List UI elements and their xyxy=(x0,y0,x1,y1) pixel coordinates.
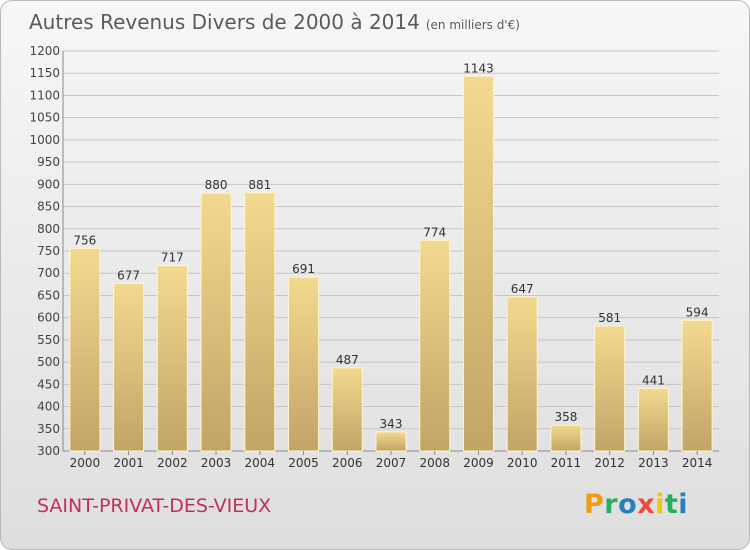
x-tick-label: 2009 xyxy=(463,456,494,470)
y-tick-label: 1200 xyxy=(29,44,60,58)
data-label: 487 xyxy=(336,353,359,367)
y-tick-label: 950 xyxy=(37,155,60,169)
y-tick-label: 800 xyxy=(37,222,60,236)
data-label: 881 xyxy=(248,178,271,192)
data-label: 774 xyxy=(423,225,446,239)
x-tick-label: 2013 xyxy=(638,456,669,470)
bar xyxy=(156,265,188,452)
logo-letter: o xyxy=(618,489,638,520)
x-tick-label: 2003 xyxy=(201,456,232,470)
bar xyxy=(331,367,363,452)
y-tick-label: 900 xyxy=(37,177,60,191)
chart-title: Autres Revenus Divers de 2000 à 2014 (en … xyxy=(29,10,520,34)
bar xyxy=(69,247,101,452)
data-label: 756 xyxy=(73,233,96,247)
chart-subtitle: (en milliers d'€) xyxy=(425,18,520,32)
x-tick-label: 2014 xyxy=(682,456,713,470)
x-tick-label: 2005 xyxy=(288,456,319,470)
x-tick-label: 2011 xyxy=(551,456,582,470)
y-tick-label: 650 xyxy=(37,288,60,302)
town-name: SAINT-PRIVAT-DES-VIEUX xyxy=(37,495,272,517)
logo-letter: x xyxy=(637,489,656,520)
y-tick-label: 550 xyxy=(37,333,60,347)
bar xyxy=(419,239,451,452)
proxiti-logo: Proxiti xyxy=(584,489,688,520)
y-tick-label: 400 xyxy=(37,400,60,414)
data-label: 343 xyxy=(380,417,403,431)
logo-letter: P xyxy=(584,489,605,520)
bar xyxy=(462,75,494,452)
bar xyxy=(375,431,407,452)
x-tick-label: 2002 xyxy=(157,456,188,470)
bar xyxy=(637,387,669,452)
x-tick-label: 2012 xyxy=(594,456,625,470)
data-label: 358 xyxy=(554,410,577,424)
data-label: 717 xyxy=(161,251,184,265)
data-label: 581 xyxy=(598,311,621,325)
chart-title-text: Autres Revenus Divers de 2000 à 2014 xyxy=(29,10,420,34)
bar xyxy=(594,325,626,452)
y-tick-label: 1050 xyxy=(29,111,60,125)
logo-letter: t xyxy=(664,489,679,520)
y-tick-label: 350 xyxy=(37,422,60,436)
y-tick-label: 300 xyxy=(37,444,60,458)
logo-letter: i xyxy=(678,489,689,520)
data-label: 691 xyxy=(292,262,315,276)
data-label: 441 xyxy=(642,373,665,387)
data-label: 647 xyxy=(511,282,534,296)
logo-letter: i xyxy=(655,489,665,520)
y-tick-label: 700 xyxy=(37,266,60,280)
x-tick-label: 2006 xyxy=(332,456,363,470)
data-label: 880 xyxy=(205,178,228,192)
data-label: 1143 xyxy=(463,61,494,75)
logo-letter: r xyxy=(604,489,619,520)
x-tick-label: 2001 xyxy=(113,456,144,470)
x-tick-label: 2010 xyxy=(507,456,538,470)
y-tick-label: 750 xyxy=(37,244,60,258)
bar xyxy=(681,319,713,452)
bar xyxy=(113,282,145,452)
data-label: 677 xyxy=(117,268,140,282)
bar xyxy=(244,192,276,452)
y-tick-label: 850 xyxy=(37,200,60,214)
y-tick-label: 1150 xyxy=(29,66,60,80)
bar xyxy=(550,424,582,452)
data-label: 594 xyxy=(686,305,709,319)
y-tick-label: 500 xyxy=(37,355,60,369)
x-tick-label: 2004 xyxy=(245,456,276,470)
y-tick-label: 450 xyxy=(37,377,60,391)
y-tick-label: 1100 xyxy=(29,88,60,102)
bar xyxy=(506,296,538,452)
x-tick-label: 2000 xyxy=(70,456,101,470)
bar xyxy=(200,192,232,452)
y-tick-label: 1000 xyxy=(29,133,60,147)
y-tick-label: 600 xyxy=(37,311,60,325)
x-tick-label: 2007 xyxy=(376,456,407,470)
x-tick-label: 2008 xyxy=(419,456,450,470)
bar xyxy=(288,276,320,452)
